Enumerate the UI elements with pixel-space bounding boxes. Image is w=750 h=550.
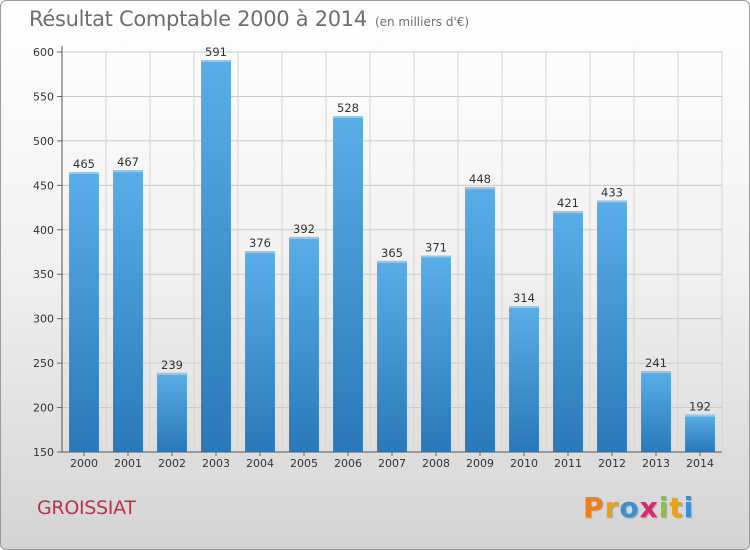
bar-2002	[157, 372, 187, 452]
bar-2001	[113, 170, 143, 452]
bar-value-label: 371	[425, 241, 447, 255]
y-tick-label: 300	[33, 313, 54, 326]
bar-2005	[289, 236, 319, 452]
bar-top-highlight	[509, 306, 539, 309]
y-tick-label: 450	[33, 179, 54, 192]
y-tick-label: 550	[33, 90, 54, 103]
y-tick-label: 600	[33, 46, 54, 59]
bar-value-label: 192	[689, 400, 711, 414]
bar-top-highlight	[685, 414, 715, 417]
bar-top-highlight	[553, 211, 583, 214]
bar-top-highlight	[421, 255, 451, 258]
bar-value-label: 392	[293, 222, 315, 236]
bar-value-label: 448	[469, 172, 491, 186]
axis-layer: 150 200 250 300 350 400 450 500 550 600 2000 2001 20…	[33, 46, 722, 470]
bar-top-highlight	[69, 172, 99, 174]
x-tick-label: 2004	[246, 457, 274, 470]
bar-top-highlight	[289, 236, 319, 239]
bar-top-highlight	[157, 372, 187, 375]
commune-name: GROISSIAT	[37, 497, 136, 519]
bar-value-label: 241	[645, 356, 667, 370]
proxiti-logo[interactable]: Proxiti	[583, 491, 694, 524]
x-tick-label: 2014	[686, 457, 714, 470]
bar-value-label: 421	[557, 196, 579, 210]
logo-letter: P	[583, 491, 605, 524]
x-tick-label: 2006	[334, 457, 362, 470]
bar-2008	[421, 255, 451, 452]
bar-2000	[69, 172, 99, 452]
bar-2006	[333, 116, 363, 452]
logo-letter: o	[619, 491, 640, 524]
bar-2010	[509, 306, 539, 452]
bar-top-highlight	[641, 371, 671, 374]
bar-value-label: 365	[381, 246, 403, 260]
bar-2007	[377, 260, 407, 452]
bar-2013	[641, 371, 671, 452]
bar-value-label: 314	[513, 291, 535, 305]
x-tick-label: 2013	[642, 457, 670, 470]
x-tick-label: 2008	[422, 457, 450, 470]
bar-value-label: 433	[601, 185, 623, 199]
bar-top-highlight	[597, 200, 627, 203]
x-tick-label: 2000	[70, 457, 98, 470]
x-tick-label: 2010	[510, 457, 538, 470]
bar-layer	[69, 60, 715, 452]
logo-letter: x	[639, 491, 659, 524]
x-tick-label: 2007	[378, 457, 406, 470]
bar-2014	[685, 414, 715, 452]
logo-letter: t	[669, 491, 684, 524]
x-tick-label: 2002	[158, 457, 186, 470]
x-tick-label: 2011	[554, 457, 582, 470]
logo-letter: i	[658, 491, 670, 524]
y-tick-label: 350	[33, 268, 54, 281]
chart-subtitle: (en milliers d'€)	[374, 15, 470, 29]
bar-top-highlight	[201, 60, 231, 62]
bar-2009	[465, 187, 495, 452]
bar-top-highlight	[333, 116, 363, 118]
logo-letter: i	[683, 491, 695, 524]
x-tick-label: 2009	[466, 457, 494, 470]
bar-2011	[553, 211, 583, 452]
chart-title: Résultat Comptable 2000 à 2014 (en millie…	[29, 7, 469, 31]
bar-value-label: 591	[205, 45, 227, 59]
logo-letter: r	[604, 491, 620, 524]
y-tick-label: 400	[33, 224, 54, 237]
bar-value-label: 528	[337, 101, 359, 115]
bar-top-highlight	[245, 251, 275, 254]
bar-value-label: 376	[249, 236, 271, 250]
label-layer: 465 467 239 591 376 392 528 365 371 448 314 421 433 2…	[73, 45, 711, 414]
bar-2004	[245, 251, 275, 452]
x-tick-label: 2012	[598, 457, 626, 470]
y-tick-label: 250	[33, 357, 54, 370]
bar-top-highlight	[377, 260, 407, 263]
x-tick-label: 2001	[114, 457, 142, 470]
y-tick-label: 200	[33, 402, 54, 415]
y-tick-label: 500	[33, 135, 54, 148]
bar-value-label: 239	[161, 358, 183, 372]
chart-title-text: Résultat Comptable 2000 à 2014	[29, 7, 367, 31]
x-tick-label: 2003	[202, 457, 230, 470]
x-tick-label: 2005	[290, 457, 318, 470]
bar-2012	[597, 200, 627, 452]
bar-top-highlight	[113, 170, 143, 173]
y-tick-label: 150	[33, 446, 54, 459]
bar-value-label: 467	[117, 155, 139, 169]
bar-2003	[201, 60, 231, 452]
bar-top-highlight	[465, 187, 495, 190]
bar-value-label: 465	[73, 157, 95, 171]
